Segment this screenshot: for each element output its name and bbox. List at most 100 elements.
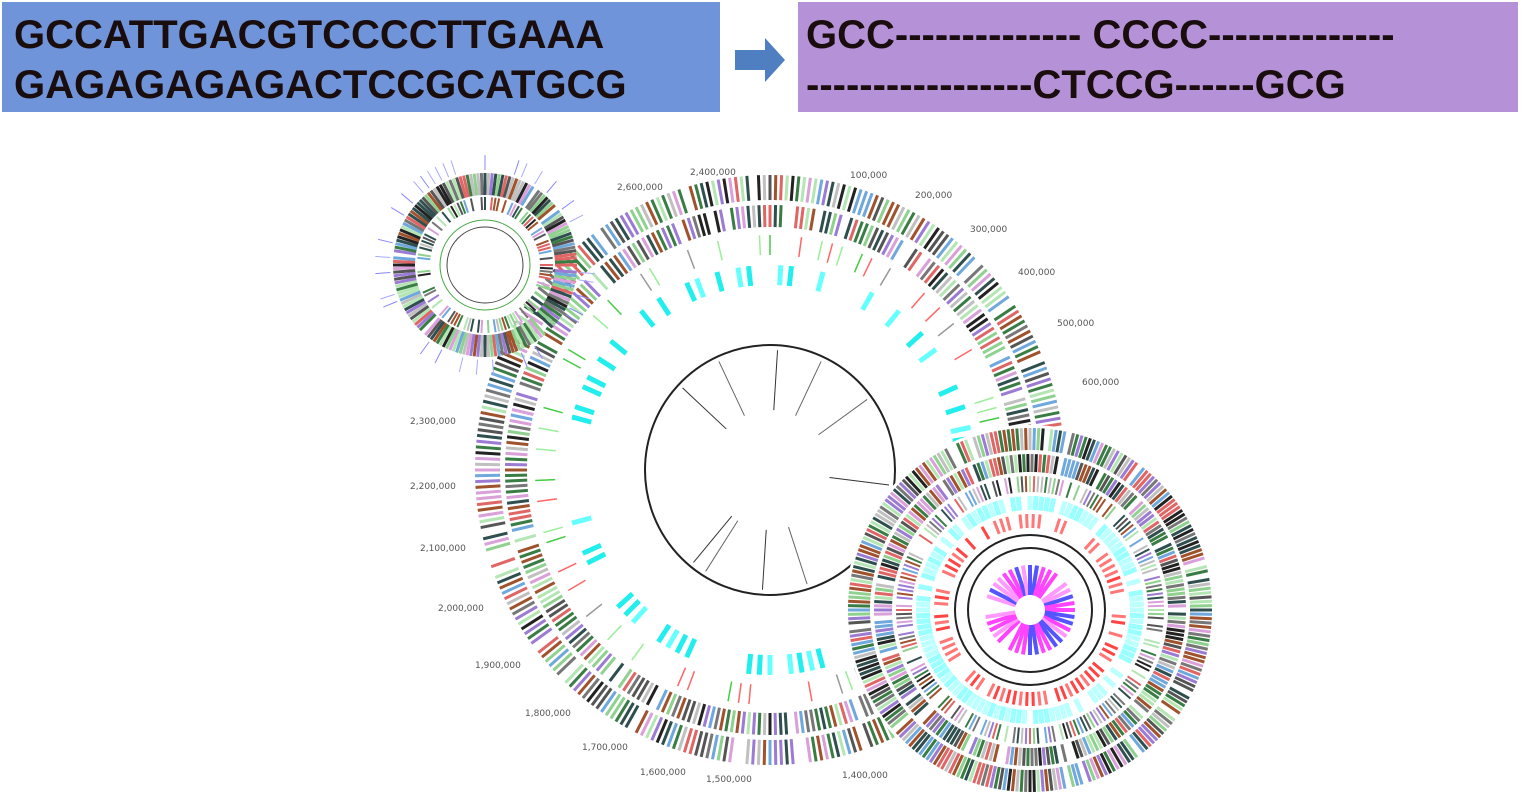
gene-tick (479, 416, 505, 425)
gene-tick (1181, 658, 1204, 668)
gene-tick (1006, 768, 1013, 791)
gene-tick (896, 616, 913, 620)
gene-tick (1088, 440, 1101, 463)
gene-tick (1013, 747, 1019, 766)
gene-tick (984, 764, 994, 788)
gene-tick (916, 500, 932, 516)
gene-tick (824, 211, 832, 234)
gene-tick (998, 518, 1007, 533)
gene-tick (942, 724, 955, 741)
gene-tick (974, 277, 996, 296)
gene-tick (1037, 620, 1059, 648)
gene-tick (821, 734, 830, 760)
gene-tick (1064, 683, 1074, 697)
gene-tick (1122, 566, 1138, 577)
gene-tick (1123, 709, 1138, 726)
gene-tick (972, 761, 982, 784)
gene-tick (587, 646, 605, 665)
gene-tick (918, 533, 933, 545)
gene-tick (988, 458, 997, 478)
gene-tick (916, 672, 931, 683)
gene-tick (1032, 769, 1036, 792)
gene-tick (960, 733, 972, 752)
gene-tick (609, 220, 626, 244)
gene-tick (1078, 436, 1088, 459)
gene-tick (1185, 569, 1209, 577)
gene-tick (756, 175, 761, 201)
gene-tick (1059, 520, 1068, 535)
gene-tick (674, 633, 689, 654)
gene-tick (485, 541, 511, 552)
gene-tick (716, 179, 725, 205)
gene-tick (1055, 430, 1063, 453)
gene-tick (1096, 444, 1109, 466)
gene-tick (992, 500, 1002, 516)
gene-tick (656, 623, 672, 644)
gene-tick (1059, 766, 1067, 789)
gene-tick (1119, 740, 1135, 761)
gene-tick (959, 304, 979, 321)
gene-tick (931, 517, 945, 530)
gene-tick (997, 376, 1019, 387)
gene-tick (1034, 454, 1038, 473)
gene-tick (553, 274, 577, 281)
gene-tick (999, 314, 1023, 331)
gene-tick (551, 238, 574, 248)
gene-tick (796, 652, 805, 673)
gene-tick (1047, 726, 1052, 743)
gene-tick (491, 173, 498, 196)
gene-tick (608, 258, 625, 278)
gene-tick (852, 726, 863, 752)
gene-tick (891, 535, 910, 547)
gene-tick (1040, 769, 1045, 792)
gene-tick (968, 714, 978, 730)
gene-tick (1124, 678, 1139, 690)
gene-tick (843, 217, 854, 240)
gene-tick (1153, 494, 1173, 511)
gene-tick (1179, 665, 1201, 676)
gene-tick (1117, 714, 1132, 731)
gene-tick (1147, 600, 1164, 604)
gene-tick (1146, 623, 1164, 628)
gene-tick (517, 609, 541, 626)
gene-tick (486, 173, 491, 196)
rings (375, 155, 1215, 795)
gene-tick (728, 177, 735, 203)
gene-tick (375, 255, 391, 259)
gene-tick (456, 314, 464, 328)
gene-tick (971, 322, 992, 337)
gene-tick (393, 274, 417, 281)
gene-tick (622, 671, 637, 692)
gene-tick (622, 248, 637, 269)
gene-tick (532, 230, 545, 239)
gene-tick (450, 160, 457, 175)
gene-tick (535, 201, 554, 219)
gene-tick (1032, 476, 1036, 493)
gene-tick (551, 607, 572, 623)
gene-tick (619, 702, 635, 726)
gene-tick (1131, 503, 1147, 519)
gene-tick (495, 318, 501, 332)
gene-tick (1147, 612, 1164, 616)
gene-tick (1163, 642, 1182, 650)
gene-tick (552, 652, 573, 672)
gene-tick (393, 256, 416, 262)
gene-tick (476, 433, 503, 440)
gene-tick (984, 741, 993, 761)
gene-tick (849, 586, 872, 593)
gene-tick (684, 637, 698, 659)
gene-tick (645, 684, 659, 706)
gene-tick (910, 507, 927, 522)
gene-tick (529, 317, 546, 336)
gene-tick (398, 231, 420, 243)
tick-label: 2,200,000 (410, 482, 456, 492)
gene-tick (976, 435, 986, 458)
gene-tick (916, 612, 931, 619)
gene-tick (849, 627, 872, 634)
gene-tick (530, 227, 543, 236)
gene-tick (535, 311, 554, 329)
gene-tick (380, 293, 395, 300)
gene-tick (497, 174, 505, 197)
gene-tick (1081, 465, 1092, 484)
gene-tick (480, 197, 484, 211)
